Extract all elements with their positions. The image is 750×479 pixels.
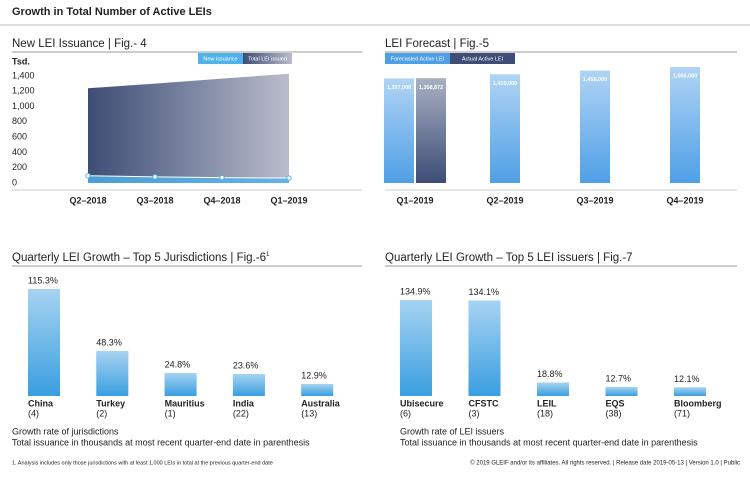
note: Growth rate of LEI issuers — [400, 426, 505, 436]
x-tick-label: Mauritius — [165, 398, 205, 408]
legend-label: Actual Active LEI — [462, 56, 504, 62]
panel-title: Quarterly LEI Growth – Top 5 LEI issuers… — [385, 252, 633, 264]
category-note: (13) — [301, 408, 317, 418]
note: Total issuance in thousands at most rece… — [400, 437, 698, 447]
bar-shine — [605, 386, 638, 396]
x-tick-label: Q3–2018 — [136, 195, 173, 205]
x-tick-label: Q1–2019 — [396, 195, 433, 205]
x-tick-label: Turkey — [96, 398, 125, 408]
x-tick-label: India — [233, 398, 255, 408]
y-tick-label: 1,200 — [12, 86, 35, 96]
panel-title: LEI Forecast | Fig.-5 — [385, 38, 489, 50]
value-label: 24.8% — [165, 359, 191, 369]
legend-label: Forecasted Active LEI — [391, 56, 445, 62]
area — [88, 175, 289, 183]
bar-shine — [384, 78, 414, 183]
legend-label: Total LEI issued — [248, 56, 287, 62]
value-label: 12.1% — [674, 374, 700, 384]
value-label: 18.8% — [537, 369, 563, 379]
y-tick-label: 1,000 — [12, 101, 35, 111]
point — [286, 175, 292, 181]
copyright: © 2019 GLEIF and/or its affiliates. All … — [470, 460, 740, 467]
panel-title: Quarterly LEI Growth – Top 5 Jurisdictio… — [12, 252, 270, 264]
x-tick-label: Q2–2018 — [69, 195, 106, 205]
panel-title: New LEI Issuance | Fig.- 4 — [12, 38, 147, 50]
y-tick-label: 200 — [12, 162, 27, 172]
area — [88, 73, 289, 183]
note: Growth rate of jurisdictions — [12, 426, 119, 436]
x-tick-label: EQS — [606, 398, 625, 408]
category-note: (38) — [606, 408, 622, 418]
bar-shine — [674, 387, 706, 396]
y-axis-label: Tsd. — [12, 56, 30, 66]
bar-shine — [416, 78, 446, 183]
bar-shine — [580, 70, 610, 183]
y-tick-label: 1,400 — [12, 70, 35, 80]
value-label: 1,357,000 — [387, 85, 411, 91]
value-label: 23.6% — [233, 360, 259, 370]
line — [87, 175, 290, 179]
x-tick-label: Q3–2019 — [576, 195, 613, 205]
bar-shine — [232, 374, 265, 396]
legend-swatch — [198, 53, 243, 64]
footnote: 1. Analysis includes only those jurisdic… — [12, 460, 273, 466]
point — [85, 173, 91, 179]
value-label: 1,358,872 — [419, 85, 443, 91]
value-label: 134.9% — [400, 286, 431, 296]
x-tick-label: LEIL — [537, 398, 557, 408]
value-label: 1,458,000 — [583, 77, 607, 83]
value-label: 48.3% — [96, 338, 122, 348]
bar-shine — [301, 384, 334, 396]
legend-swatch — [243, 53, 292, 64]
value-label: 12.7% — [606, 373, 632, 383]
y-tick-label: 0 — [12, 177, 17, 187]
bar-shine — [670, 67, 700, 183]
bar-shine — [28, 289, 60, 396]
page-title: Growth in Total Number of Active LEIs — [12, 6, 212, 18]
value-label: 12.9% — [301, 370, 327, 380]
value-label: 1,506,000 — [673, 73, 697, 79]
category-note: (18) — [537, 408, 553, 418]
category-note: (3) — [469, 408, 480, 418]
x-tick-label: Australia — [301, 398, 341, 408]
x-tick-label: Q2–2019 — [486, 195, 523, 205]
category-note: (2) — [96, 408, 107, 418]
category-note: (22) — [233, 408, 249, 418]
category-note: (4) — [28, 408, 39, 418]
point — [152, 174, 158, 180]
y-tick-label: 600 — [12, 132, 27, 142]
point — [219, 174, 225, 181]
bar-shine — [537, 382, 569, 396]
bar-shine — [96, 351, 129, 396]
title-superscript: 1 — [266, 252, 270, 258]
x-tick-label: Q4–2018 — [203, 195, 240, 205]
legend-swatch — [385, 53, 450, 64]
bar-shine — [400, 300, 432, 396]
bar-shine — [490, 74, 520, 183]
note: Total issuance in thousands at most rece… — [12, 437, 310, 447]
value-label: 1,410,000 — [493, 81, 517, 87]
bar-shine — [164, 372, 197, 396]
y-tick-label: 400 — [12, 147, 27, 157]
x-tick-label: Ubisecure — [400, 398, 444, 408]
x-tick-label: Q4–2019 — [666, 195, 703, 205]
x-tick-label: Q1–2019 — [270, 195, 307, 205]
value-label: 115.3% — [28, 275, 58, 285]
x-tick-label: CFSTC — [469, 398, 499, 408]
x-tick-label: China — [28, 398, 54, 408]
legend-swatch — [450, 53, 515, 64]
legend-label: New issuance — [203, 56, 237, 62]
category-note: (1) — [165, 408, 176, 418]
category-note: (71) — [674, 408, 690, 418]
y-tick-label: 800 — [12, 116, 27, 126]
value-label: 134.1% — [469, 287, 500, 297]
bar-shine — [468, 300, 501, 396]
category-note: (6) — [400, 408, 411, 418]
x-tick-label: Bloomberg — [674, 398, 722, 408]
